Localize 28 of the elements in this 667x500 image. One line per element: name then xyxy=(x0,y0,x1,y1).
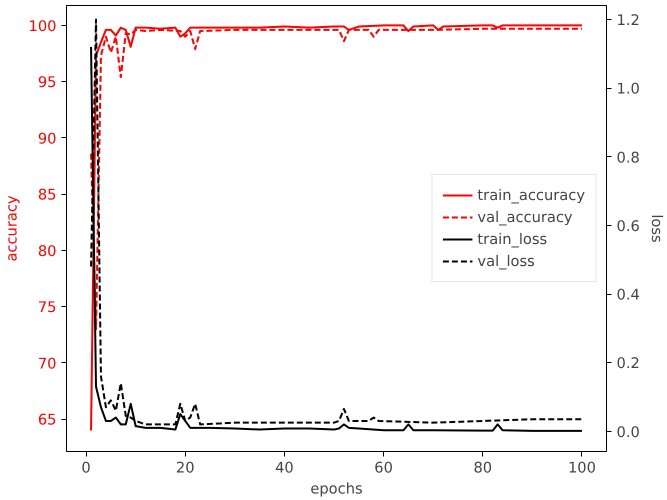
y2-axis-title: loss xyxy=(648,214,665,243)
legend-label: train_accuracy xyxy=(477,186,585,204)
y-tick-label: 100 xyxy=(28,18,57,35)
x-axis-title: epochs xyxy=(310,480,363,498)
y-tick-label: 65 xyxy=(38,412,57,429)
y2-tick-label: 0.2 xyxy=(616,355,640,372)
y2-tick-label: 0.8 xyxy=(616,149,640,166)
legend-label: train_loss xyxy=(477,230,548,248)
y-tick-label: 80 xyxy=(38,242,57,260)
x-tick-label: 60 xyxy=(374,460,393,476)
legend-label: val_accuracy xyxy=(477,208,573,226)
y-tick-label: 95 xyxy=(38,74,57,92)
y2-tick-label: 1.0 xyxy=(616,80,640,98)
y-axis-title: accuracy xyxy=(4,195,21,262)
y-tick-label: 85 xyxy=(38,186,57,204)
x-tick-label: 100 xyxy=(568,460,596,476)
y-tick-label: 70 xyxy=(38,355,57,372)
y2-tick-label: 0.4 xyxy=(616,286,640,304)
y-tick-label: 90 xyxy=(38,130,57,148)
x-tick-label: 0 xyxy=(81,460,91,476)
x-tick-label: 40 xyxy=(275,460,294,476)
x-tick-label: 80 xyxy=(473,460,492,476)
y2-tick-label: 0.6 xyxy=(616,218,640,235)
y2-tick-label: 0.0 xyxy=(616,424,640,441)
legend-label: val_loss xyxy=(477,252,535,270)
y-tick-label: 75 xyxy=(38,299,57,316)
x-tick-label: 20 xyxy=(176,460,195,476)
y2-tick-label: 1.2 xyxy=(616,12,640,30)
